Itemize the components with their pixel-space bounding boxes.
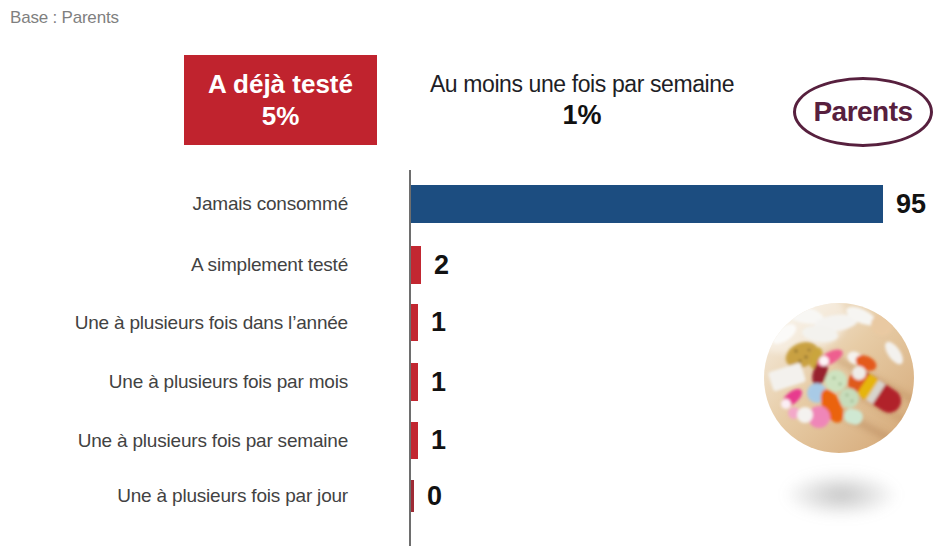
value-label: 1 bbox=[431, 307, 446, 338]
weekly-callout: Au moins une fois par semaine 1% bbox=[412, 72, 752, 131]
category-label: Une à plusieurs fois par mois bbox=[0, 371, 348, 393]
bar bbox=[411, 480, 414, 512]
value-label: 1 bbox=[431, 425, 446, 456]
bar bbox=[411, 246, 421, 284]
base-note: Base : Parents bbox=[10, 8, 119, 28]
category-label: Une à plusieurs fois dans l’année bbox=[0, 312, 348, 334]
chart-row: Jamais consommé 95 bbox=[0, 185, 940, 223]
pills-photo-shadow bbox=[758, 466, 918, 530]
slide: Base : Parents A déjà testé 5% Au moins … bbox=[0, 0, 940, 552]
value-label: 0 bbox=[427, 481, 442, 512]
value-label: 95 bbox=[896, 189, 926, 220]
weekly-callout-label: Au moins une fois par semaine bbox=[412, 72, 752, 97]
pills-photo bbox=[764, 303, 914, 453]
chart-row: A simplement testé 2 bbox=[0, 246, 940, 284]
category-label: A simplement testé bbox=[0, 254, 348, 276]
value-label: 1 bbox=[431, 367, 446, 398]
parents-badge: Parents bbox=[793, 77, 933, 147]
weekly-callout-value: 1% bbox=[412, 100, 752, 131]
category-label: Une à plusieurs fois par semaine bbox=[0, 430, 348, 452]
bar bbox=[411, 185, 883, 223]
tested-callout-label: A déjà testé bbox=[208, 68, 353, 101]
tested-callout-value: 5% bbox=[262, 100, 300, 133]
bar bbox=[411, 363, 418, 401]
category-label: Une à plusieurs fois par jour bbox=[0, 485, 348, 507]
parents-badge-label: Parents bbox=[813, 96, 912, 128]
bar bbox=[411, 304, 418, 341]
bar bbox=[411, 422, 418, 459]
value-label: 2 bbox=[434, 250, 449, 281]
category-label: Jamais consommé bbox=[0, 193, 348, 215]
tested-callout: A déjà testé 5% bbox=[184, 55, 377, 145]
